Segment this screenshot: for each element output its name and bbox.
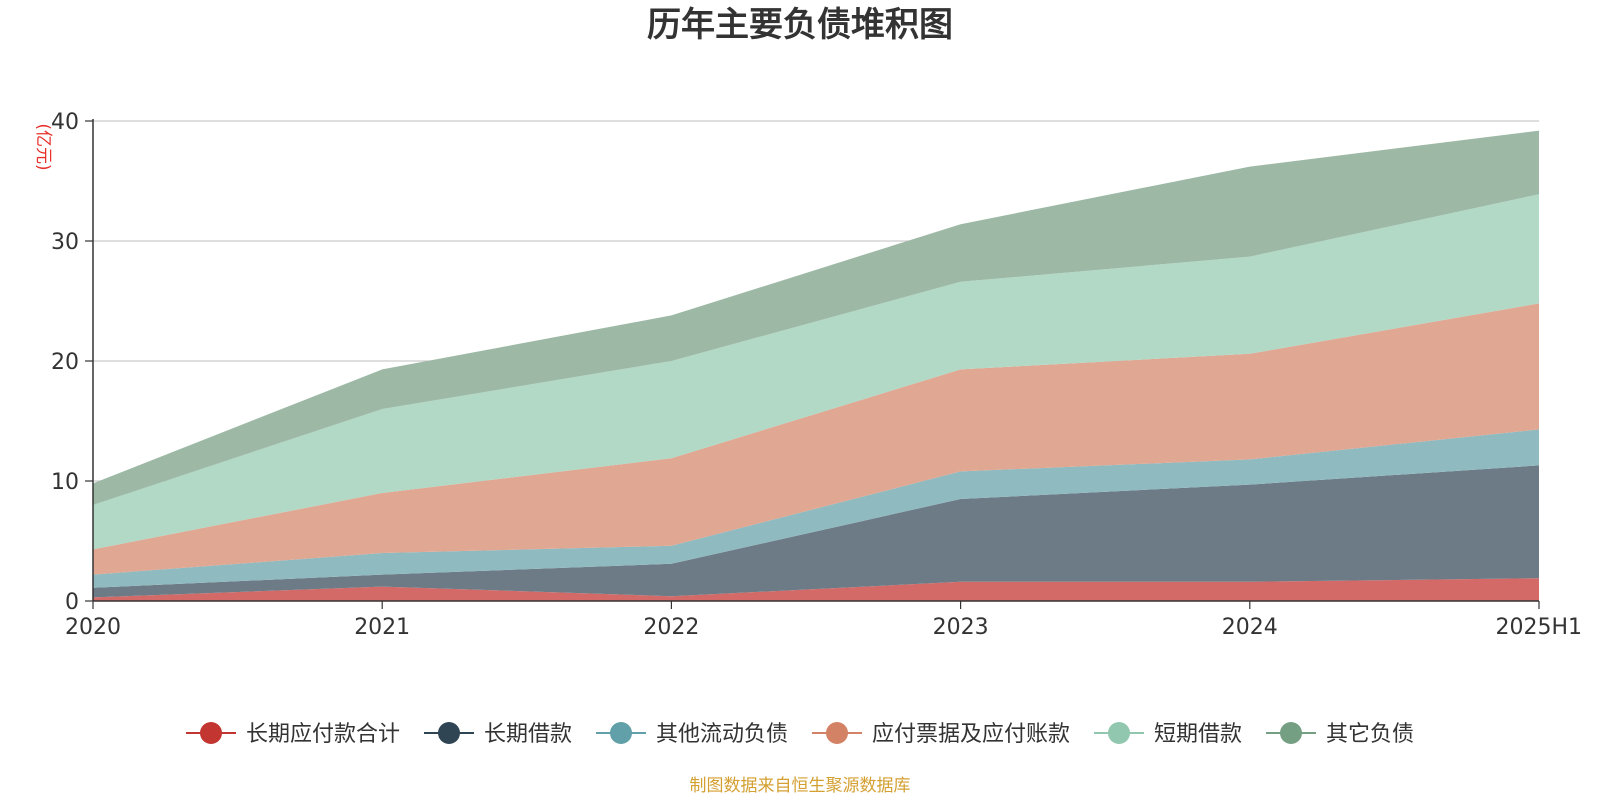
- legend-label: 其他流动负债: [656, 722, 788, 747]
- legend-circle-marker: [1280, 722, 1302, 744]
- area-应付票据及应付账款: [93, 303, 1539, 575]
- area-其它负债: [93, 130, 1539, 505]
- legend-item[interactable]: 其它负债: [1266, 722, 1414, 747]
- legend-item[interactable]: 长期应付款合计: [186, 722, 400, 747]
- y-tick-label: 30: [51, 230, 79, 255]
- y-tick-label: 0: [65, 590, 79, 615]
- area-series: [93, 130, 1539, 601]
- x-tick-label: 2023: [933, 615, 989, 640]
- legend-item[interactable]: 其他流动负债: [596, 722, 788, 747]
- area-长期借款: [93, 465, 1539, 598]
- legend-circle-marker: [826, 722, 848, 744]
- area-短期借款: [93, 194, 1539, 550]
- x-tick-label: 2022: [643, 615, 699, 640]
- legend-label: 应付票据及应付账款: [872, 722, 1070, 747]
- legend: 长期应付款合计 长期借款 其他流动负债 应付票据及应付账款 短期借款 其它负债: [186, 722, 1414, 747]
- area-其他流动负债: [93, 429, 1539, 588]
- legend-circle-marker: [438, 722, 460, 744]
- legend-label: 其它负债: [1326, 722, 1414, 747]
- data-source-note: 制图数据来自恒生聚源数据库: [690, 776, 911, 796]
- y-tick-label: 20: [51, 350, 79, 375]
- axes: 0 10 20 30 40 2020 2021 2022 2023 2024 2025H1: [51, 110, 1582, 640]
- legend-item[interactable]: 短期借款: [1094, 722, 1242, 747]
- legend-circle-marker: [200, 722, 222, 744]
- chart-title: 历年主要负债堆积图: [647, 5, 953, 45]
- y-axis-unit: (亿元): [33, 123, 53, 170]
- y-tick-label: 40: [51, 110, 79, 135]
- legend-label: 短期借款: [1154, 722, 1242, 747]
- legend-circle-marker: [1108, 722, 1130, 744]
- legend-item[interactable]: 长期借款: [424, 722, 572, 747]
- x-tick-label: 2021: [354, 615, 410, 640]
- legend-label: 长期借款: [484, 722, 572, 747]
- x-tick-label: 2024: [1222, 615, 1278, 640]
- area-长期应付款合计: [93, 578, 1539, 601]
- y-tick-label: 10: [51, 470, 79, 495]
- legend-item[interactable]: 应付票据及应付账款: [812, 722, 1070, 747]
- x-tick-label: 2020: [65, 615, 121, 640]
- legend-circle-marker: [610, 722, 632, 744]
- x-tick-label: 2025H1: [1495, 615, 1582, 640]
- legend-label: 长期应付款合计: [246, 722, 400, 747]
